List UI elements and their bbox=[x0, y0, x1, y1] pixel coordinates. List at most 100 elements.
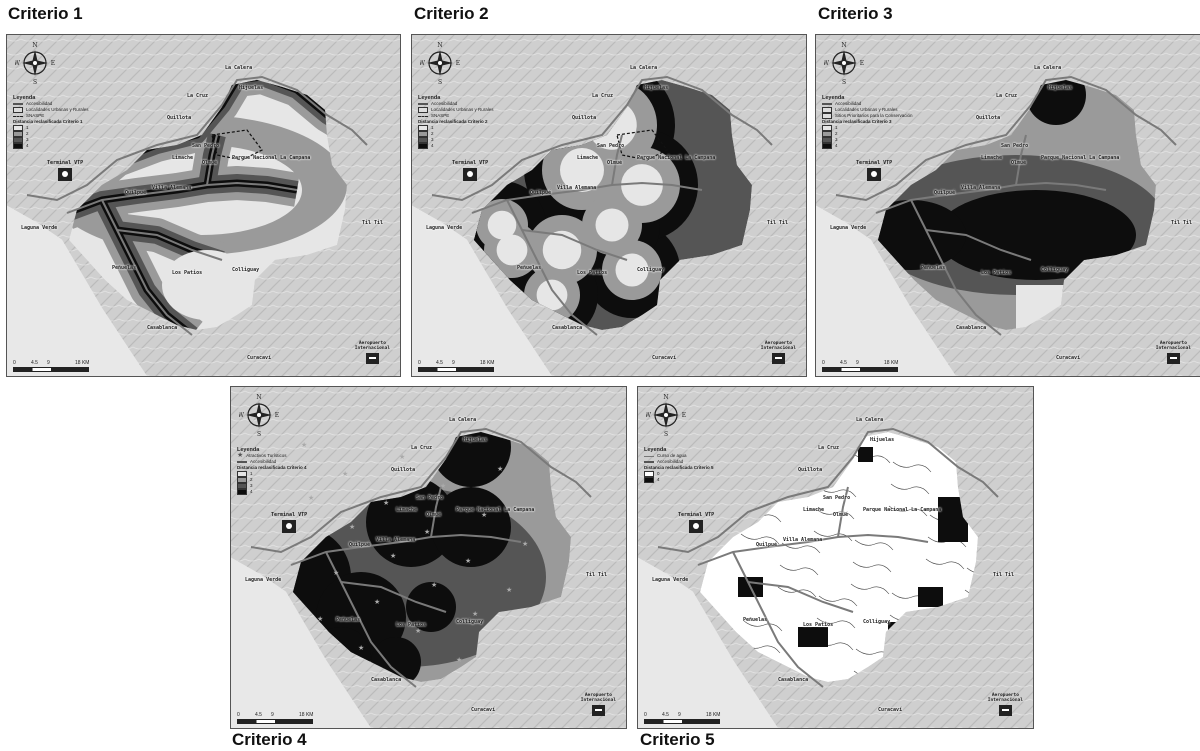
snaspe-boundary bbox=[616, 129, 668, 161]
road-3 bbox=[925, 229, 1032, 261]
attraction-star: ★ bbox=[522, 540, 528, 548]
road-4 bbox=[837, 486, 849, 538]
legend-class-label: 4 bbox=[657, 477, 660, 482]
terminal-icon bbox=[58, 168, 73, 181]
attraction-star: ★ bbox=[333, 569, 339, 577]
legend-row: Accesibilidad bbox=[822, 101, 913, 107]
place-label: Til Til bbox=[586, 572, 608, 578]
compass-s: S bbox=[33, 79, 37, 85]
legend-class-row: 2 bbox=[822, 131, 913, 137]
place-label: Hijuelas bbox=[870, 437, 895, 443]
legend-class-label: 3 bbox=[431, 137, 434, 142]
line-icon bbox=[418, 103, 428, 105]
legend-line-label: Sitios Prioritarios para la Conservación bbox=[835, 113, 913, 118]
place-label: Curacaví bbox=[652, 355, 677, 361]
legend-class-row: 4 bbox=[822, 143, 913, 149]
road-1 bbox=[697, 533, 929, 566]
legend-class-label: 0 bbox=[657, 471, 660, 476]
terminal-vtp: Terminal VTP bbox=[452, 160, 488, 181]
place-label: Casablanca bbox=[147, 325, 178, 331]
place-label: Olmué bbox=[426, 512, 442, 518]
road-0 bbox=[26, 75, 368, 202]
class-swatch bbox=[822, 143, 832, 149]
place-label: Limache bbox=[172, 155, 194, 161]
class-swatch bbox=[418, 137, 428, 143]
compass-s: S bbox=[664, 431, 668, 437]
scale-tick: 9 bbox=[271, 712, 274, 718]
place-label: Olmué bbox=[1011, 160, 1027, 166]
legend-row: SNASPE bbox=[13, 113, 89, 119]
place-label: San Pedro bbox=[416, 495, 444, 501]
terminal-label: Terminal VTP bbox=[271, 512, 308, 518]
polygon-swatch-icon bbox=[822, 113, 832, 119]
legend-row: Localidades Urbanas y Rurales bbox=[822, 107, 913, 113]
place-label: Hijuelas bbox=[1048, 85, 1073, 91]
airplane-icon bbox=[998, 705, 1012, 716]
legend-class-label: 1 bbox=[431, 125, 434, 130]
place-label: Parque Nacional La Campana bbox=[863, 507, 942, 513]
compass-n: N bbox=[841, 42, 846, 49]
place-label: Olmué bbox=[202, 160, 218, 166]
legend-line-label: Localidades Urbanas y Rurales bbox=[835, 107, 898, 112]
road-2 bbox=[325, 551, 417, 688]
scale-tick: 18 KM bbox=[480, 360, 495, 366]
scale-tick: 9 bbox=[678, 712, 681, 718]
road-0 bbox=[250, 427, 592, 554]
compass-rose-icon: N S E W bbox=[238, 393, 279, 438]
place-label: Los Patios bbox=[172, 270, 203, 276]
legend-class-title: Distancia reclasificada Criterio 5 bbox=[644, 465, 714, 470]
legend-row: Sitios Prioritarios para la Conservación bbox=[822, 113, 913, 119]
panel-title-2: Criterio 2 bbox=[414, 4, 489, 23]
place-label: Limache bbox=[803, 507, 825, 513]
place-label: Villa Alemana bbox=[783, 537, 823, 543]
legend-class-title: Distancia reclasificada Criterio 3 bbox=[822, 119, 892, 124]
place-label: Casablanca bbox=[778, 677, 809, 683]
attraction-star: ★ bbox=[472, 610, 478, 618]
legend-class-row: 2 bbox=[237, 477, 307, 483]
legend-row: Localidades Urbanas y Rurales bbox=[418, 107, 494, 113]
map-svg bbox=[7, 35, 400, 376]
legend-line-label: Accesibilidad bbox=[250, 459, 277, 464]
line-icon bbox=[644, 461, 654, 463]
terminal-icon bbox=[282, 520, 297, 533]
place-label: Colliguay bbox=[232, 267, 260, 273]
airport: Aeropuerto Internacional bbox=[761, 341, 796, 364]
terminal-vtp: Terminal VTP bbox=[47, 160, 83, 181]
place-label: Laguna Verde bbox=[652, 577, 689, 583]
scale-tick: 18 KM bbox=[706, 712, 721, 718]
place-label: Hijuelas bbox=[463, 437, 488, 443]
coastal-area bbox=[816, 205, 956, 376]
place-label: Quillota bbox=[167, 115, 192, 121]
map-legend: Leyenda Accesibilidad Localidades Urbanas … bbox=[822, 95, 913, 149]
place-label: La Calera bbox=[449, 417, 477, 423]
airport-label-1: Aeropuerto bbox=[584, 693, 612, 698]
line-icon bbox=[822, 103, 832, 105]
legend-line-label: Localidades Urbanas y Rurales bbox=[26, 107, 89, 112]
place-label: San Pedro bbox=[823, 495, 851, 501]
road-2 bbox=[732, 551, 824, 688]
legend-class-row: 3 bbox=[13, 137, 89, 143]
airplane-icon bbox=[771, 353, 785, 364]
place-label: Til Til bbox=[362, 220, 384, 226]
road-4 bbox=[430, 486, 442, 538]
place-label: Quilpué bbox=[530, 190, 552, 196]
road-3 bbox=[521, 229, 628, 261]
scale-tick: 4.5 bbox=[840, 360, 847, 366]
airport-label-1: Aeropuerto bbox=[764, 341, 792, 346]
scale-tick: 4.5 bbox=[255, 712, 262, 718]
legend-class-row: 3 bbox=[237, 483, 307, 489]
attraction-star: ★ bbox=[358, 644, 364, 652]
place-label: Los Patios bbox=[803, 622, 834, 628]
compass-rose-icon: N S E W bbox=[419, 41, 460, 86]
place-label: San Pedro bbox=[597, 143, 625, 149]
airport-label-1: Aeropuerto bbox=[358, 341, 386, 346]
compass-s: S bbox=[257, 431, 261, 437]
place-label: Peñuelas bbox=[336, 617, 361, 623]
place-label: Quilpué bbox=[125, 190, 147, 196]
place-label: Quilpué bbox=[349, 542, 371, 548]
legend-class-label: 2 bbox=[250, 477, 253, 482]
terminal-label: Terminal VTP bbox=[452, 160, 489, 166]
compass-e: E bbox=[456, 60, 460, 67]
place-label: La Calera bbox=[856, 417, 884, 423]
attraction-star: ★ bbox=[342, 470, 348, 478]
